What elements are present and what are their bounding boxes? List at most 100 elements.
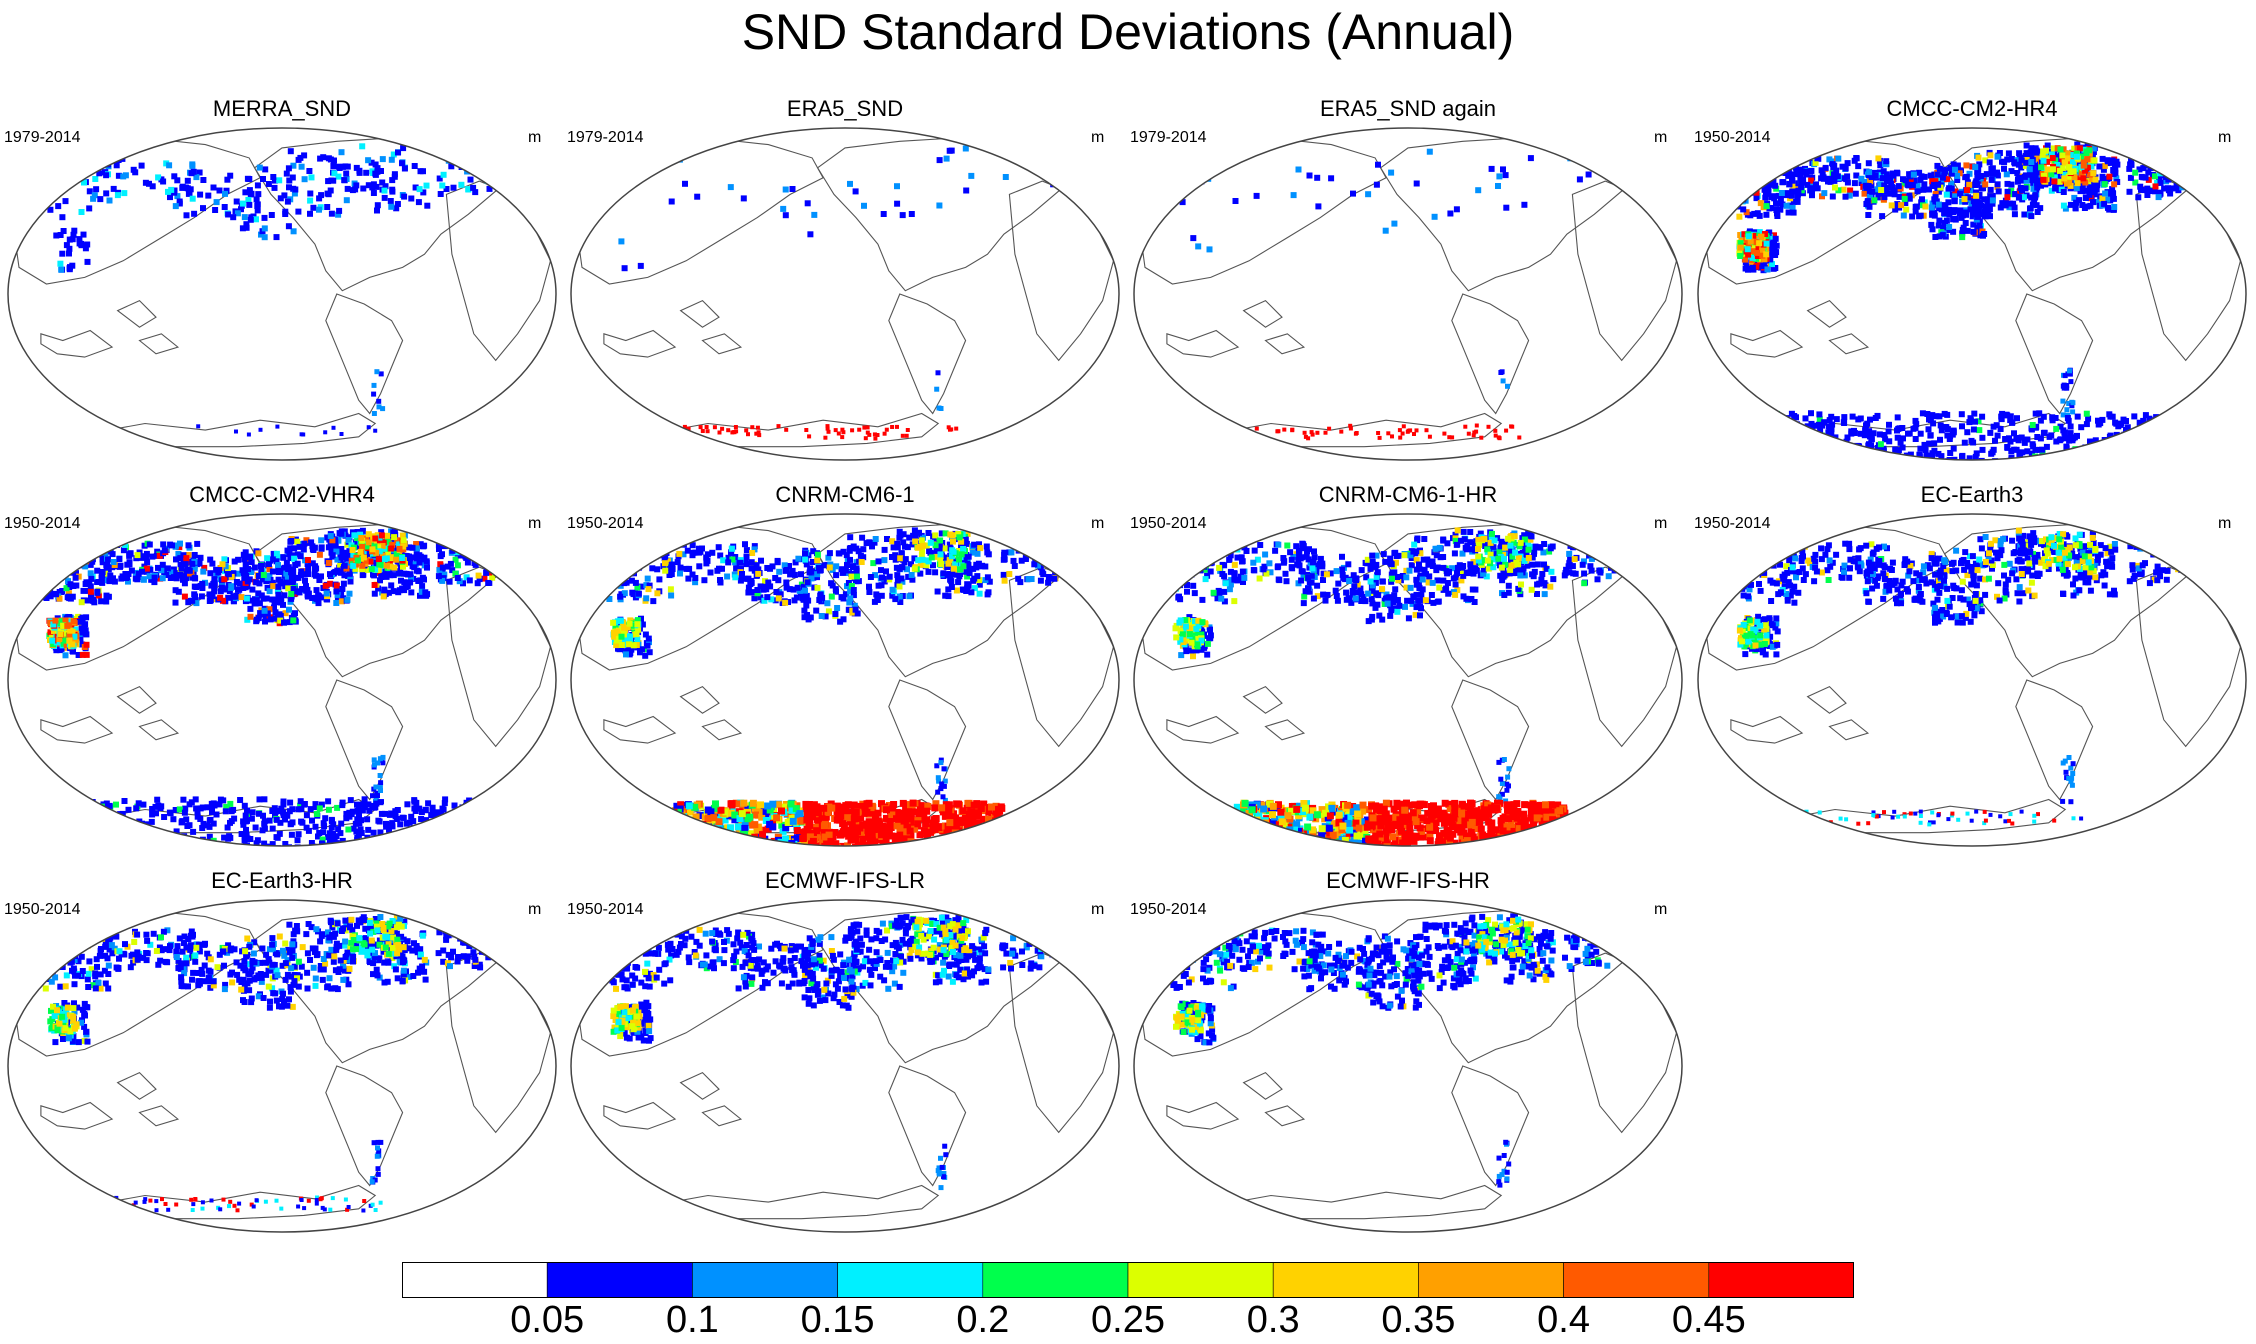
map-border bbox=[1133, 513, 1683, 847]
coastline bbox=[138, 1105, 180, 1127]
coastline bbox=[701, 1105, 743, 1127]
panel-period: 1979-2014 bbox=[567, 129, 644, 146]
panel-unit: m bbox=[528, 515, 542, 532]
snow-cells bbox=[618, 145, 1057, 411]
coastline bbox=[445, 952, 552, 1134]
colorbar bbox=[402, 1262, 1854, 1298]
coastline bbox=[325, 679, 404, 801]
panel-title: ERA5_SND bbox=[786, 96, 904, 121]
panel-title: CNRM-CM6-1-HR bbox=[1318, 482, 1498, 507]
coastline bbox=[1242, 299, 1283, 328]
coastline bbox=[679, 685, 720, 714]
map-panel: ECMWF-IFS-HR 1950-2014 m bbox=[1128, 868, 1688, 1238]
panel-period: 1950-2014 bbox=[567, 901, 644, 918]
coastline bbox=[1571, 952, 1678, 1134]
coastline bbox=[2015, 679, 2094, 801]
coastline bbox=[679, 299, 720, 328]
panel-title: MERRA_SND bbox=[212, 96, 352, 121]
coastline bbox=[1008, 144, 1066, 166]
antarctic-cells bbox=[1233, 799, 1569, 846]
colorbar-tick-label: 0.3 bbox=[1246, 1299, 1300, 1341]
colorbar-swatch bbox=[982, 1262, 1129, 1298]
map-plot bbox=[1133, 127, 1683, 461]
map-panel: EC-Earth3 1950-2014 m bbox=[1692, 482, 2252, 852]
colorbar-swatch bbox=[1272, 1262, 1419, 1298]
coastline bbox=[1571, 530, 1629, 552]
coastline bbox=[1008, 916, 1066, 938]
antarctic-cells bbox=[670, 799, 1006, 846]
coastline bbox=[1138, 137, 1387, 285]
panel-unit: m bbox=[528, 129, 542, 146]
colorbar-swatch bbox=[692, 1262, 838, 1298]
snow-cells bbox=[605, 527, 1059, 803]
colorbar-swatch bbox=[402, 1262, 548, 1298]
coastline bbox=[1730, 715, 1804, 744]
panel-unit: m bbox=[1091, 515, 1105, 532]
coastline bbox=[888, 293, 967, 415]
map-plot bbox=[7, 127, 557, 461]
antarctic-cells bbox=[1753, 410, 2197, 460]
coastline bbox=[445, 144, 503, 166]
colorbar-swatch bbox=[546, 1262, 693, 1298]
colorbar-swatch bbox=[1127, 1262, 1274, 1298]
map-border bbox=[570, 513, 1120, 847]
map-panel: MERRA_SND 1979-2014 m bbox=[2, 96, 562, 466]
coastline bbox=[1571, 916, 1629, 938]
map-panel: ERA5_SND 1979-2014 m bbox=[565, 96, 1125, 466]
colorbar-tick-label: 0.1 bbox=[665, 1299, 719, 1341]
colorbar-swatch bbox=[1563, 1262, 1710, 1298]
antarctic-cells bbox=[63, 796, 507, 846]
panel-title: ECMWF-IFS-LR bbox=[764, 868, 926, 893]
coastline bbox=[1264, 1105, 1306, 1127]
panel-unit: m bbox=[2218, 515, 2232, 532]
coastline bbox=[88, 1184, 377, 1220]
coastline bbox=[888, 1065, 967, 1187]
colorbar-swatch bbox=[837, 1262, 984, 1298]
snow-cells bbox=[1168, 527, 1618, 804]
coastline bbox=[701, 719, 743, 741]
map-border bbox=[1133, 127, 1683, 461]
coastline bbox=[603, 715, 677, 744]
snow-cells bbox=[1179, 148, 1592, 389]
map-plot bbox=[570, 127, 1120, 461]
coastline bbox=[40, 329, 114, 358]
antarctic-cells bbox=[114, 1195, 383, 1213]
coastline bbox=[651, 412, 940, 448]
coastline bbox=[116, 685, 157, 714]
map-panel: CMCC-CM2-HR4 1950-2014 m bbox=[1692, 96, 2252, 466]
coastline bbox=[1008, 566, 1115, 748]
coastline bbox=[1828, 719, 1870, 741]
map-panel: CMCC-CM2-VHR4 1950-2014 m bbox=[2, 482, 562, 852]
figure-title: SND Standard Deviations (Annual) bbox=[741, 4, 1515, 60]
snow-cells bbox=[1167, 913, 1622, 1188]
coastline bbox=[1008, 530, 1066, 552]
coastline bbox=[116, 299, 157, 328]
map-border bbox=[7, 899, 557, 1233]
coastline bbox=[138, 719, 180, 741]
coastline bbox=[1451, 679, 1530, 801]
panel-period: 1950-2014 bbox=[1694, 129, 1771, 146]
coastline bbox=[1264, 719, 1306, 741]
coastline bbox=[1571, 566, 1678, 748]
coastline bbox=[445, 530, 503, 552]
map-border bbox=[570, 127, 1120, 461]
panel-unit: m bbox=[528, 901, 542, 918]
coastline bbox=[445, 916, 503, 938]
snow-cells bbox=[1731, 527, 2186, 805]
coastline bbox=[1166, 329, 1240, 358]
map-border bbox=[570, 899, 1120, 1233]
panel-title: ERA5_SND again bbox=[1319, 96, 1497, 121]
coastline bbox=[1571, 180, 1678, 362]
coastline bbox=[701, 333, 743, 355]
snow-cells bbox=[606, 914, 1059, 1191]
panel-unit: m bbox=[2218, 129, 2232, 146]
panel-title: ECMWF-IFS-HR bbox=[1326, 868, 1490, 893]
map-border bbox=[1133, 899, 1683, 1233]
coastline bbox=[1806, 685, 1847, 714]
panel-period: 1950-2014 bbox=[4, 901, 81, 918]
coastline bbox=[1806, 299, 1847, 328]
coastline bbox=[679, 1071, 720, 1100]
map-panel: CNRM-CM6-1-HR 1950-2014 m bbox=[1128, 482, 1688, 852]
coastline bbox=[445, 180, 552, 362]
coastline bbox=[651, 1184, 940, 1220]
